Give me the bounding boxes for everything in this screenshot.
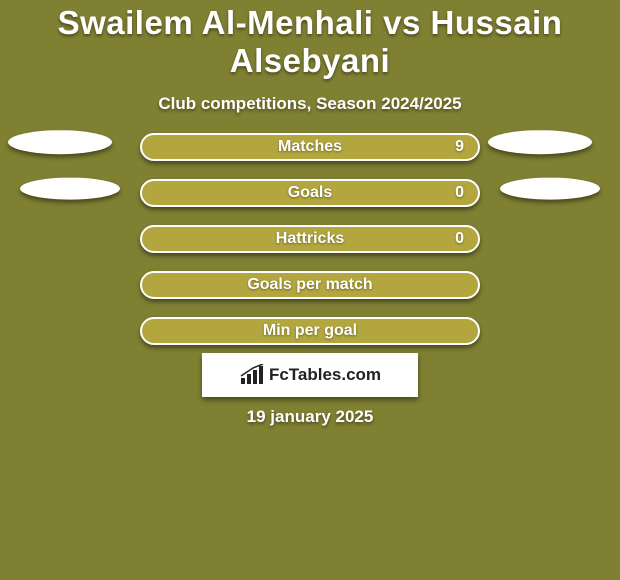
stat-bar: Matches 9	[140, 133, 480, 161]
stat-bar: Min per goal	[140, 317, 480, 345]
stat-bar: Hattricks 0	[140, 225, 480, 253]
barchart-icon	[239, 364, 265, 386]
stat-label: Min per goal	[263, 322, 357, 340]
comparison-date: 19 january 2025	[0, 407, 620, 427]
ellipse-right	[488, 130, 592, 154]
stat-row: Hattricks 0	[0, 216, 620, 262]
ellipse-left	[8, 130, 112, 154]
stat-row: Goals per match	[0, 262, 620, 308]
ellipse-right	[500, 178, 600, 200]
stat-label: Goals	[288, 184, 332, 202]
stat-label: Matches	[278, 138, 342, 156]
logo-box: FcTables.com	[202, 353, 418, 397]
stat-label: Goals per match	[247, 276, 372, 294]
stat-bar: Goals 0	[140, 179, 480, 207]
comparison-title: Swailem Al-Menhali vs Hussain Alsebyani	[0, 0, 620, 80]
stat-value: 0	[455, 230, 464, 248]
stat-value: 9	[455, 138, 464, 156]
stat-bar: Goals per match	[140, 271, 480, 299]
stat-value: 0	[455, 184, 464, 202]
stat-row: Matches 9	[0, 124, 620, 170]
stat-row: Goals 0	[0, 170, 620, 216]
ellipse-left	[20, 178, 120, 200]
stat-rows: Matches 9 Goals 0 Hattricks 0 Goals per match M…	[0, 124, 620, 354]
stat-label: Hattricks	[276, 230, 344, 248]
comparison-subtitle: Club competitions, Season 2024/2025	[0, 94, 620, 114]
logo-text: FcTables.com	[269, 365, 381, 385]
stat-row: Min per goal	[0, 308, 620, 354]
